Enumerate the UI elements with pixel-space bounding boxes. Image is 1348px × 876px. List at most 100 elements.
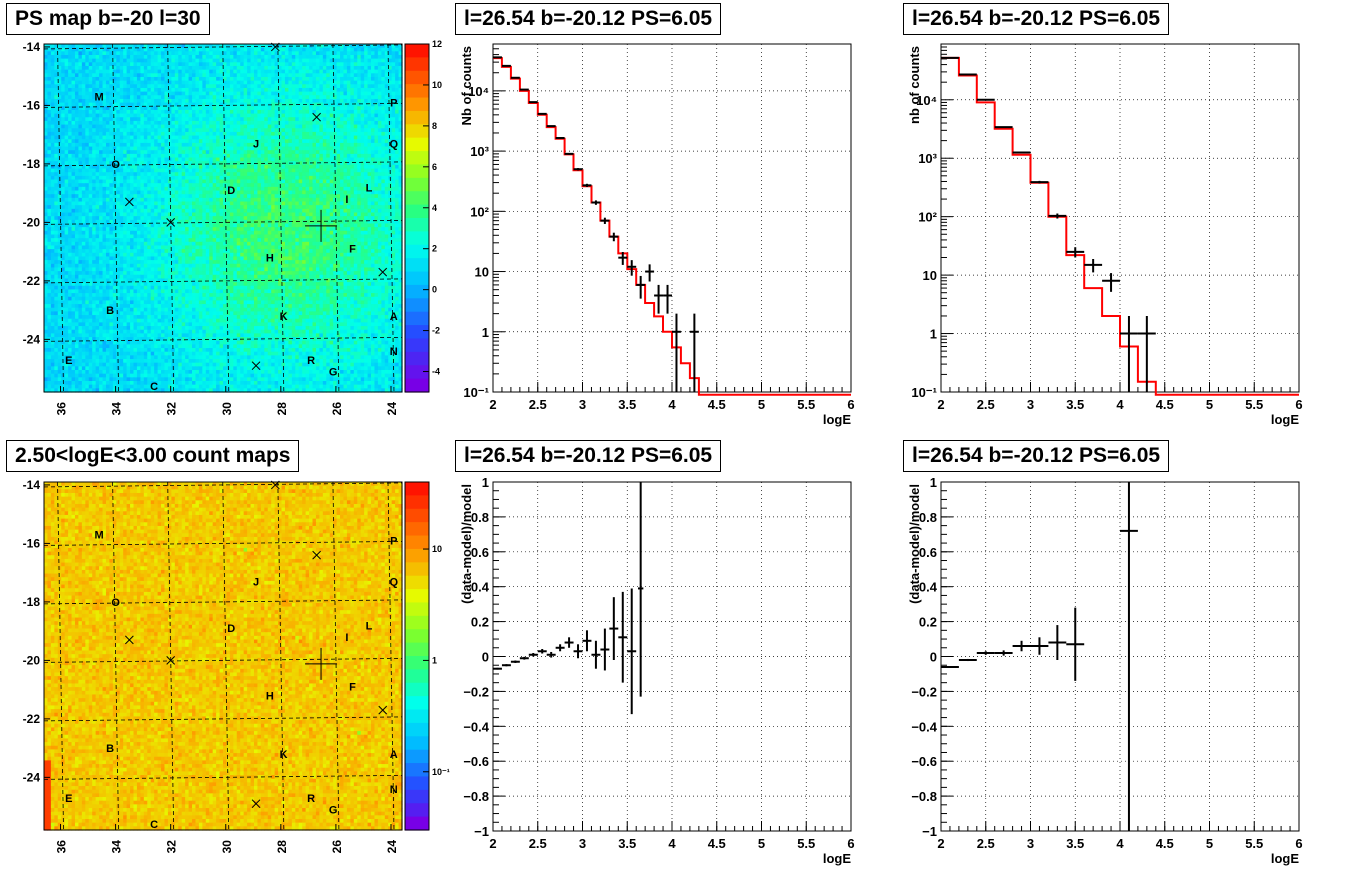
x-tick-label: 3 bbox=[579, 836, 586, 851]
x-tick-label: 5 bbox=[758, 397, 765, 412]
data-point bbox=[1013, 152, 1031, 153]
source-label-E: E bbox=[65, 793, 72, 805]
map-bottom-title: 2.50<logE<3.00 count maps bbox=[6, 440, 299, 472]
colorbar-tick-label: -2 bbox=[432, 326, 440, 336]
y-tick-label: −0.6 bbox=[463, 754, 489, 769]
source-label-M: M bbox=[94, 530, 103, 542]
source-label-J: J bbox=[253, 576, 259, 588]
map-top-title: PS map b=-20 l=30 bbox=[6, 3, 210, 35]
x-axis-label: logE bbox=[823, 851, 851, 866]
x-tick-label: 3.5 bbox=[618, 397, 636, 412]
y-tick-label: 10 bbox=[475, 265, 489, 280]
plot-spec_right: 2 2.5 3 3.5 4 4.5 5 5.5 6logE10⁻¹11010²10³10⁴nb … bbox=[907, 44, 1303, 427]
x-tick-label: 2 bbox=[937, 397, 944, 412]
data-point bbox=[538, 113, 547, 114]
x-axis-label: logE bbox=[1271, 412, 1299, 427]
map-xtick-label: 26 bbox=[330, 402, 344, 416]
x-tick-label: 2 bbox=[937, 836, 944, 851]
y-tick-label: 0 bbox=[482, 650, 489, 665]
source-label-L: L bbox=[366, 182, 373, 194]
x-tick-label: 4.5 bbox=[708, 836, 726, 851]
map-xtick-label: 24 bbox=[385, 840, 399, 854]
y-tick-label: 1 bbox=[482, 325, 489, 340]
residual-point bbox=[941, 666, 959, 667]
source-label-P: P bbox=[390, 97, 397, 109]
y-tick-label: 10² bbox=[470, 204, 489, 219]
colorbar-tick-label: 0 bbox=[432, 285, 437, 295]
data-point bbox=[995, 127, 1013, 128]
source-label-Q: Q bbox=[389, 138, 398, 150]
source-label-C: C bbox=[150, 819, 158, 831]
y-tick-label: 10⁻¹ bbox=[463, 385, 489, 400]
source-label-G: G bbox=[329, 805, 338, 817]
y-tick-label: 10⁻¹ bbox=[911, 385, 937, 400]
colorbar-tick-label: 2 bbox=[432, 244, 437, 254]
map-ytick-label: -20 bbox=[23, 653, 41, 667]
y-tick-label: −0.6 bbox=[911, 754, 937, 769]
source-label-J: J bbox=[253, 138, 259, 150]
residual-right-title: l=26.54 b=-20.12 PS=6.05 bbox=[903, 440, 1169, 472]
x-tick-label: 4 bbox=[668, 836, 676, 851]
y-tick-label: 10³ bbox=[470, 144, 489, 159]
x-tick-label: 3 bbox=[1027, 397, 1034, 412]
colorbar-tick-label: 10⁻¹ bbox=[432, 767, 450, 777]
data-point bbox=[529, 102, 538, 103]
x-axis-label: logE bbox=[823, 412, 851, 427]
source-label-O: O bbox=[111, 159, 120, 171]
x-tick-label: 2.5 bbox=[529, 397, 547, 412]
data-point bbox=[520, 89, 529, 90]
data-point bbox=[547, 126, 556, 127]
map-xtick-label: 26 bbox=[330, 840, 344, 854]
x-tick-label: 4.5 bbox=[708, 397, 726, 412]
map-ytick-label: -24 bbox=[23, 770, 41, 784]
data-point bbox=[574, 168, 583, 170]
map-ytick-label: -22 bbox=[23, 712, 41, 726]
map-ytick-label: -22 bbox=[23, 274, 41, 288]
residual-mid-title: l=26.54 b=-20.12 PS=6.05 bbox=[455, 440, 721, 472]
source-label-L: L bbox=[366, 620, 373, 632]
source-label-B: B bbox=[106, 305, 114, 317]
colorbar-tick-label: 4 bbox=[432, 203, 437, 213]
y-tick-label: −0.8 bbox=[911, 789, 937, 804]
x-tick-label: 3 bbox=[1027, 836, 1034, 851]
map-xtick-label: 36 bbox=[55, 402, 69, 416]
spectrum-right-title: l=26.54 b=-20.12 PS=6.05 bbox=[903, 3, 1169, 35]
x-tick-label: 5.5 bbox=[1245, 836, 1263, 851]
map-ytick-label: -14 bbox=[23, 40, 41, 54]
y-tick-label: 10² bbox=[918, 210, 937, 225]
source-label-K: K bbox=[280, 311, 288, 323]
x-tick-label: 5.5 bbox=[797, 397, 815, 412]
y-tick-label: 1 bbox=[482, 475, 489, 490]
map-xtick-label: 28 bbox=[275, 402, 289, 416]
colorbar-tick-label: 6 bbox=[432, 162, 437, 172]
source-label-P: P bbox=[390, 535, 397, 547]
x-tick-label: 3.5 bbox=[1066, 397, 1084, 412]
x-tick-label: 3 bbox=[579, 397, 586, 412]
map-ytick-label: -16 bbox=[23, 98, 41, 112]
source-label-I: I bbox=[345, 632, 348, 644]
x-tick-label: 4 bbox=[1116, 836, 1124, 851]
map-xtick-label: 30 bbox=[220, 840, 234, 854]
plot-spec_mid: 2 2.5 3 3.5 4 4.5 5 5.5 6logE10⁻¹11010²10³10⁴Nb … bbox=[459, 44, 855, 427]
x-tick-label: 2 bbox=[489, 397, 496, 412]
map-xtick-label: 34 bbox=[110, 840, 124, 854]
y-tick-label: −0.4 bbox=[911, 719, 937, 734]
source-label-N: N bbox=[390, 346, 398, 358]
source-label-M: M bbox=[94, 92, 103, 104]
source-label-G: G bbox=[329, 367, 338, 379]
data-point bbox=[556, 137, 565, 138]
map-xtick-label: 24 bbox=[385, 402, 399, 416]
data-point bbox=[977, 100, 995, 101]
y-tick-label: −1 bbox=[922, 824, 937, 839]
source-label-Q: Q bbox=[389, 576, 398, 588]
y-axis-label: (data-model)/model bbox=[459, 484, 474, 604]
y-axis-label: (data-model)/model bbox=[907, 484, 922, 604]
residual-point bbox=[502, 664, 511, 666]
y-tick-label: 0 bbox=[930, 650, 937, 665]
x-tick-label: 3.5 bbox=[618, 836, 636, 851]
y-tick-label: 0.2 bbox=[919, 615, 937, 630]
x-tick-label: 5 bbox=[758, 836, 765, 851]
y-axis-label: Nb of counts bbox=[459, 46, 474, 125]
colorbar-tick-label: 1 bbox=[432, 655, 437, 665]
